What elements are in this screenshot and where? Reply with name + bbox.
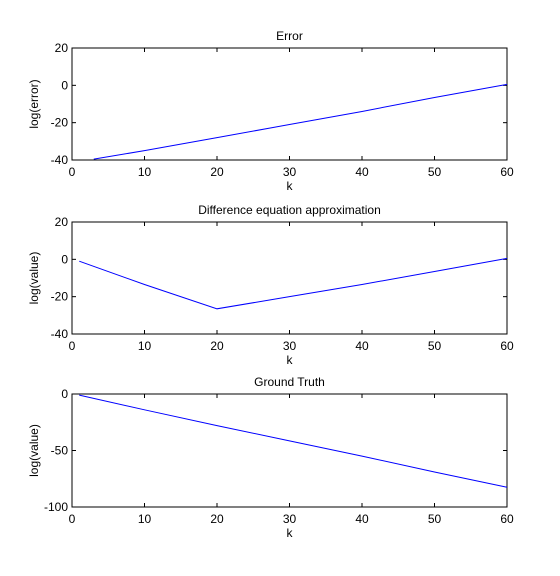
x-axis-label: k <box>287 526 294 540</box>
x-tick-label: 10 <box>138 165 152 179</box>
y-axis-label: log(value) <box>27 424 41 477</box>
x-tick-label: 30 <box>283 339 297 353</box>
y-tick-label: 0 <box>61 252 68 266</box>
subplot-3: 0 10 20 30 40 50 60 0 -50 -100 Ground Truth k log(va… <box>27 375 514 540</box>
series-line-1 <box>93 83 508 160</box>
chart-title: Difference equation approximation <box>198 203 381 217</box>
x-tick-label: 30 <box>283 165 297 179</box>
x-tick-label: 40 <box>355 512 369 526</box>
chart-title: Ground Truth <box>254 375 325 389</box>
y-tick-label: 0 <box>61 78 68 92</box>
series-line-1 <box>79 257 508 310</box>
x-tick-label: 0 <box>69 165 76 179</box>
x-tick-label: 40 <box>355 339 369 353</box>
y-tick-label: -100 <box>44 500 68 514</box>
y-tick-label: -40 <box>51 153 69 167</box>
subplot-1: 0 10 20 30 40 50 60 20 0 -20 -40 Error k log(error) <box>27 29 514 193</box>
y-tick-label: 0 <box>61 387 68 401</box>
y-tick-label: -20 <box>51 290 69 304</box>
x-tick-label: 0 <box>69 339 76 353</box>
x-tick-label: 0 <box>69 512 76 526</box>
x-tick-label: 20 <box>210 339 224 353</box>
y-tick-label: 20 <box>55 215 69 229</box>
series-line-1 <box>79 394 508 488</box>
y-axis-label: log(value) <box>27 252 41 305</box>
x-tick-label: 20 <box>210 165 224 179</box>
x-tick-label: 60 <box>500 339 514 353</box>
x-axis-label: k <box>287 353 294 367</box>
chart-title: Error <box>276 29 303 43</box>
axes-box <box>71 393 508 508</box>
x-tick-label: 50 <box>428 339 442 353</box>
x-tick-label: 40 <box>355 165 369 179</box>
y-tick-label: 20 <box>55 41 69 55</box>
x-tick-label: 50 <box>428 165 442 179</box>
x-tick-label: 60 <box>500 512 514 526</box>
subplot-2: 0 10 20 30 40 50 60 20 0 -20 -40 Difference equatio… <box>27 203 514 367</box>
axes-box <box>71 47 508 161</box>
axes-box <box>71 221 508 335</box>
y-tick-label: -50 <box>51 444 69 458</box>
x-tick-label: 10 <box>138 512 152 526</box>
x-tick-label: 50 <box>428 512 442 526</box>
y-tick-label: -40 <box>51 327 69 341</box>
x-tick-label: 10 <box>138 339 152 353</box>
x-tick-label: 30 <box>283 512 297 526</box>
x-tick-label: 60 <box>500 165 514 179</box>
x-tick-label: 20 <box>210 512 224 526</box>
y-axis-label: log(error) <box>27 79 41 128</box>
x-axis-label: k <box>287 179 294 193</box>
y-tick-label: -20 <box>51 116 69 130</box>
